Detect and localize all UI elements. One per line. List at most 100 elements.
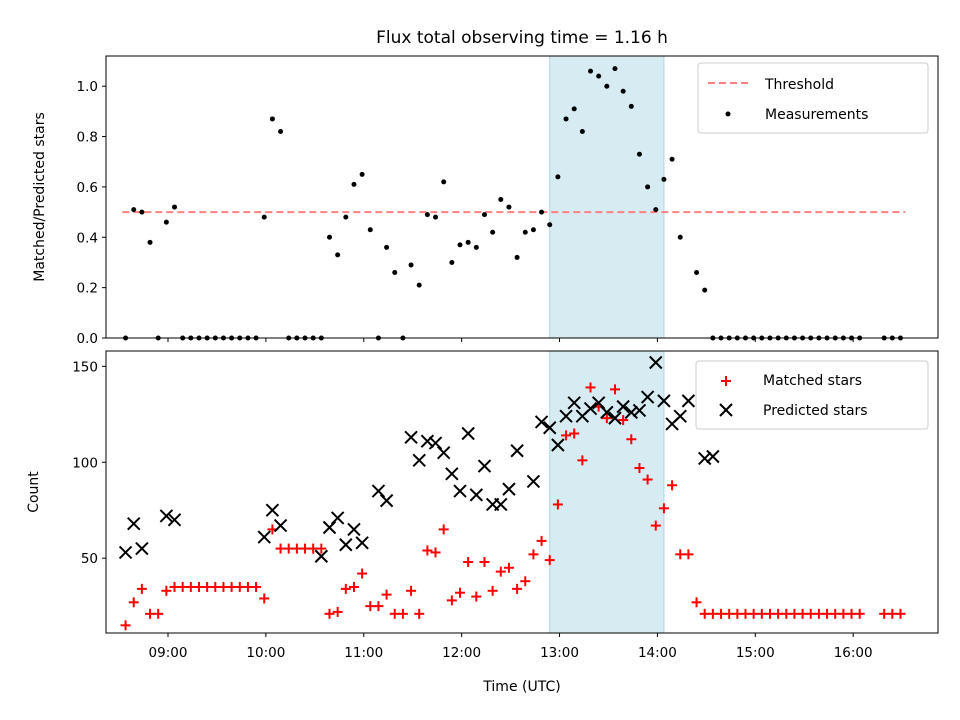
matched-star-point <box>348 581 359 592</box>
matched-star-point <box>414 608 425 619</box>
legend-threshold-label: Threshold <box>764 77 834 93</box>
predicted-star-point <box>453 484 467 498</box>
measurement-point <box>335 252 341 258</box>
bottom-highlight-span <box>549 350 665 634</box>
legend-measurements-swatch <box>725 111 731 117</box>
measurement-point <box>163 219 169 225</box>
y-tick-label: 100 <box>72 455 98 471</box>
bottom-y-axis-label: Count <box>26 471 42 513</box>
matched-star-point <box>618 415 629 426</box>
matched-star-point <box>251 581 262 592</box>
chart-title: Flux total observing time = 1.16 h <box>376 28 668 48</box>
legend-predicted-swatch <box>719 403 733 417</box>
measurement-point <box>694 270 700 276</box>
measurement-point <box>392 270 398 276</box>
predicted-star-point <box>600 405 614 420</box>
matched-star-point <box>430 547 441 558</box>
predicted-star-point <box>273 518 288 533</box>
matched-star-point <box>854 608 865 619</box>
matched-star-point <box>479 557 490 568</box>
predicted-star-point <box>322 520 337 535</box>
top-y-axis-label: Matched/Predicted stars <box>32 112 48 282</box>
predicted-star-point <box>445 467 459 481</box>
matched-star-point <box>128 597 139 608</box>
measurement-point <box>261 214 267 220</box>
matched-star-point <box>528 549 539 560</box>
matched-star-point <box>438 524 449 535</box>
x-tick-label: 09:00 <box>149 645 188 661</box>
predicted-star-point <box>526 474 541 489</box>
predicted-star-point <box>404 430 418 445</box>
measurement-point <box>636 151 642 157</box>
predicted-star-point <box>591 396 606 410</box>
matched-star-point <box>463 557 474 568</box>
y-tick-label: 0.8 <box>77 130 98 146</box>
matched-star-point <box>691 597 702 608</box>
predicted-star-point <box>347 522 361 537</box>
predicted-star-point <box>673 409 687 423</box>
bottom-plot-frame <box>105 350 939 634</box>
predicted-star-point <box>412 453 426 468</box>
x-tick-label: 15:00 <box>736 645 775 661</box>
measurement-point <box>653 207 659 213</box>
predicted-star-point <box>559 409 573 423</box>
y-tick-label: 0.0 <box>77 331 98 347</box>
matched-star-point <box>585 382 596 393</box>
matched-star-point <box>332 606 343 617</box>
predicted-star-point <box>551 438 565 452</box>
predicted-star-point <box>167 513 182 527</box>
predicted-star-point <box>567 396 581 410</box>
top-highlight-span <box>549 55 665 339</box>
predicted-stars-series <box>118 355 720 563</box>
bottom-x-axis: 09:00 10:00 11:00 12:00 13:00 14:00 15:00 16:00 <box>149 633 873 661</box>
matched-star-point <box>520 576 531 587</box>
y-tick-label: 150 <box>72 359 98 375</box>
predicted-star-point <box>371 484 386 498</box>
measurement-point <box>278 129 284 135</box>
matched-star-point <box>487 585 498 596</box>
legend-matched-label: Matched stars <box>763 373 862 389</box>
measurement-point <box>677 234 683 240</box>
matched-star-point <box>406 585 417 596</box>
measurement-point <box>579 129 585 135</box>
predicted-star-point <box>624 405 639 420</box>
measurement-point <box>408 262 414 268</box>
predicted-star-point <box>265 503 280 517</box>
matched-star-point <box>626 434 637 445</box>
matched-star-point <box>161 585 172 596</box>
matched-star-point <box>512 583 523 594</box>
measurement-point <box>326 234 332 240</box>
predicted-star-point <box>706 449 720 464</box>
bottom-panel: 50 100 150 09:00 10:00 11:00 12:00 13:00 14:00 1… <box>26 350 939 695</box>
measurement-point <box>465 239 471 245</box>
measurement-point <box>669 156 675 162</box>
matched-star-point <box>895 608 906 619</box>
measurement-point <box>612 66 618 72</box>
matched-star-point <box>658 503 669 514</box>
predicted-star-point <box>314 549 329 563</box>
matched-star-point <box>503 562 514 573</box>
measurement-point <box>131 207 137 213</box>
measurement-point <box>604 83 610 89</box>
measurement-point <box>571 106 577 112</box>
predicted-star-point <box>608 411 622 425</box>
x-tick-label: 13:00 <box>540 645 579 661</box>
x-tick-label: 14:00 <box>638 645 677 661</box>
predicted-star-point <box>477 459 492 473</box>
predicted-star-point <box>649 355 663 370</box>
matched-star-point <box>634 463 645 474</box>
legend-measurements-label: Measurements <box>765 107 868 123</box>
y-tick-label: 50 <box>81 551 98 567</box>
bottom-y-axis: 50 100 150 <box>72 359 106 567</box>
predicted-star-point <box>257 530 271 544</box>
measurement-point <box>351 181 357 187</box>
matched-star-point <box>422 545 433 556</box>
x-tick-label: 16:00 <box>834 645 873 661</box>
measurement-point <box>620 88 626 94</box>
x-axis-label: Time (UTC) <box>482 679 560 695</box>
measurement-point <box>588 68 594 74</box>
y-tick-label: 0.4 <box>77 230 98 246</box>
top-y-axis: 0.0 0.2 0.4 0.6 0.8 1.0 <box>77 79 106 347</box>
measurement-point <box>367 227 373 233</box>
